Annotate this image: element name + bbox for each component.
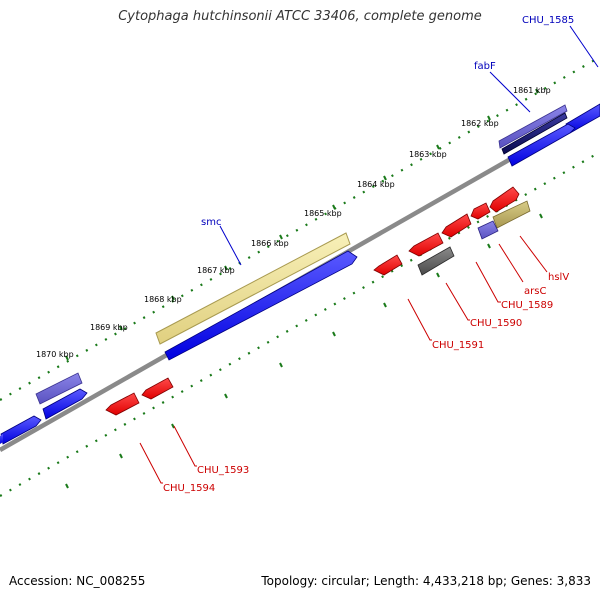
outer-dotted-track [0, 56, 600, 401]
tick-label-1867: 1867 kbp [197, 266, 235, 275]
gene-smc[interactable] [164, 250, 358, 361]
tick-1870 [65, 355, 69, 361]
gene-fabF[interactable] [507, 123, 576, 167]
gene-CHU_1594[interactable] [105, 392, 140, 416]
smc-region-feature[interactable] [155, 232, 351, 345]
region-feature-1870[interactable] [35, 372, 83, 405]
gene-CHU_1588-hslV-region[interactable] [492, 200, 531, 229]
gene-CHU_1591[interactable] [373, 254, 403, 276]
fabF-region-feature[interactable] [498, 104, 568, 149]
tick-1869 [119, 325, 123, 331]
tick-label-1865: 1865 kbp [304, 209, 342, 218]
gene-label-CHU_1585[interactable]: CHU_1585 [522, 15, 574, 26]
gene-CHU_1588[interactable] [489, 186, 520, 213]
tick-label-1868: 1868 kbp [144, 295, 182, 304]
tick-label-1862: 1862 kbp [461, 119, 499, 128]
leader-CHU_1594 [139, 442, 163, 484]
tick-1863 [436, 144, 440, 150]
tick-1864 [383, 175, 387, 181]
gene-label-CHU_1589[interactable]: CHU_1589 [501, 300, 553, 311]
gene-arsC[interactable] [477, 220, 499, 240]
gene-CHU_1590-pseudo[interactable] [417, 246, 455, 276]
gene-label-hslV[interactable]: hslV [548, 272, 569, 283]
leader-CHU_1593 [173, 425, 197, 467]
tick-label-1866: 1866 kbp [251, 239, 289, 248]
tick-1865 [332, 204, 336, 210]
gene-forward-edge[interactable] [0, 434, 3, 444]
leader-arsC [498, 243, 524, 283]
gene-arsC-arrow[interactable] [470, 202, 491, 220]
leader-CHU_1590 [445, 282, 470, 321]
gene-label-fabF[interactable]: fabF [474, 61, 496, 72]
tick-1867 [224, 265, 228, 271]
outer-tick-marks [65, 88, 539, 361]
inner-tick-marks [65, 213, 543, 489]
genome-summary-label: Topology: circular; Length: 4,433,218 bp… [261, 574, 591, 588]
gene-label-CHU_1591[interactable]: CHU_1591 [432, 340, 484, 351]
leader-smc [219, 225, 242, 266]
fabF-domain-feature[interactable] [501, 112, 568, 155]
gene-label-CHU_1594[interactable]: CHU_1594 [163, 483, 215, 494]
tick-label-1861: 1861 kbp [513, 86, 551, 95]
tick-1862 [487, 115, 491, 121]
accession-label: Accession: NC_008255 [9, 574, 146, 588]
gene-forward-1871[interactable] [0, 415, 42, 445]
leader-CHU_1585 [569, 25, 599, 68]
tick-1861 [535, 88, 539, 94]
map-title: Cytophaga hutchinsonii ATCC 33406, compl… [118, 9, 482, 24]
leader-CHU_1589 [475, 261, 501, 303]
gene-CHU_1589[interactable] [441, 213, 472, 238]
gene-label-arsC[interactable]: arsC [524, 286, 546, 297]
tick-label-1870: 1870 kbp [36, 350, 74, 359]
gene-forward-1870[interactable] [42, 388, 88, 420]
gene-label-CHU_1590[interactable]: CHU_1590 [470, 318, 522, 329]
leader-fabF [489, 71, 531, 113]
gene-label-smc[interactable]: smc [201, 217, 221, 228]
gene-CHU_1593[interactable] [141, 377, 174, 400]
leader-hslV [519, 235, 548, 273]
tick-label-1863: 1863 kbp [409, 150, 447, 159]
leader-CHU_1591 [407, 298, 432, 341]
tick-1868 [171, 295, 175, 301]
tick-1866 [279, 234, 283, 240]
gene-label-CHU_1593[interactable]: CHU_1593 [197, 465, 249, 476]
gene-CHU_1590[interactable] [408, 232, 444, 257]
tick-label-1869: 1869 kbp [90, 323, 128, 332]
tick-label-1864: 1864 kbp [357, 180, 395, 189]
